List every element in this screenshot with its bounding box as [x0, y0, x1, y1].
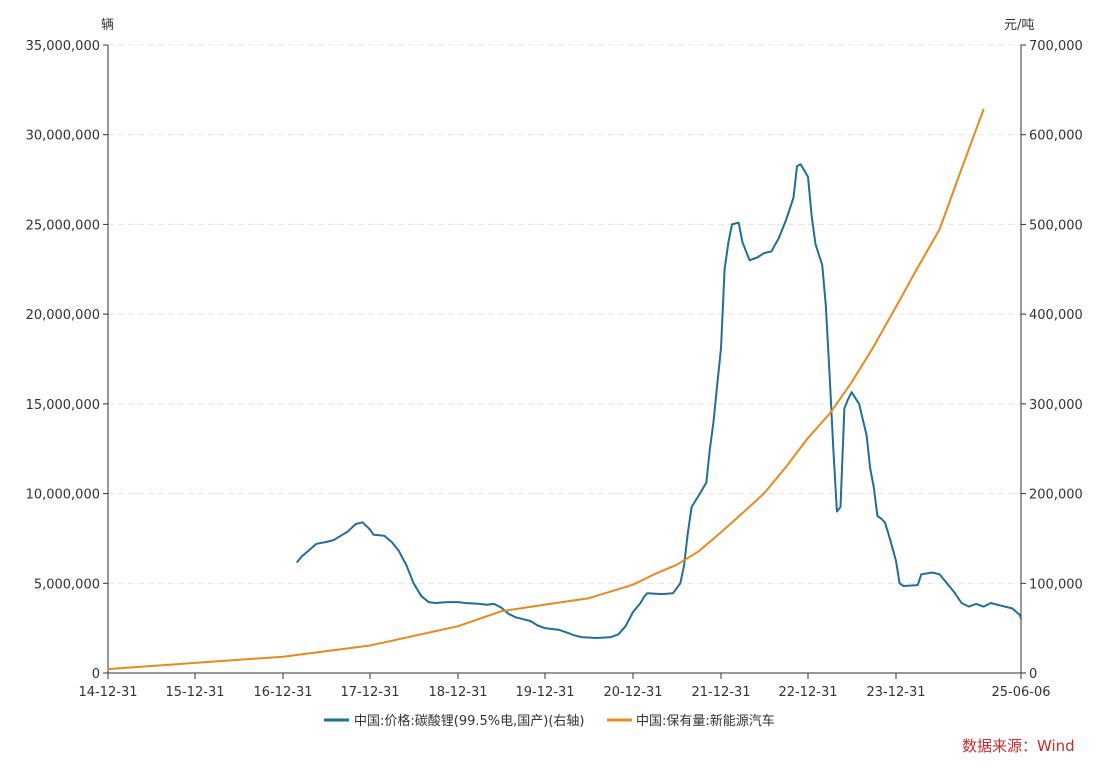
axes: [107, 45, 1022, 674]
series-line-nev-stock: [107, 108, 985, 671]
x-tick-label: 16-12-31: [253, 685, 312, 700]
x-tick-label: 15-12-31: [165, 685, 224, 700]
left-y-tick-label: 5,000,000: [34, 577, 100, 592]
x-tick-label: 17-12-31: [340, 685, 399, 700]
right-y-tick-label: 100,000: [1029, 577, 1083, 592]
right-y-tick-label: 400,000: [1029, 308, 1083, 323]
left-y-tick-label: 30,000,000: [26, 129, 100, 144]
x-tick-label: 20-12-31: [603, 685, 662, 700]
left-y-axis-ticks: 0 5,000,000 10,000,000 15,000,000 20,000,000…: [26, 39, 108, 682]
x-tick-label: 25-06-06: [991, 685, 1050, 700]
legend: 中国:价格:碳酸锂(99.5%电,国产)(右轴) 中国:保有量:新能源汽车: [324, 713, 775, 729]
left-y-tick-label: 0: [92, 667, 100, 682]
x-tick-label: 14-12-31: [78, 685, 137, 700]
right-y-tick-label: 500,000: [1029, 218, 1083, 233]
x-tick-label: 18-12-31: [428, 685, 487, 700]
legend-item-nev-stock[interactable]: 中国:保有量:新能源汽车: [607, 713, 775, 729]
right-y-tick-label: 0: [1029, 667, 1037, 682]
right-y-tick-label: 300,000: [1029, 398, 1083, 413]
right-axis-unit: 元/吨: [1004, 18, 1034, 33]
series-line-lithium-price: [296, 163, 1022, 639]
right-y-axis-ticks: 0 100,000 200,000 300,000 400,000 500,000 600,…: [1021, 39, 1083, 682]
left-y-tick-label: 10,000,000: [26, 488, 100, 503]
left-axis-unit: 辆: [101, 18, 114, 33]
x-tick-label: 19-12-31: [515, 685, 574, 700]
x-tick-label: 23-12-31: [866, 685, 925, 700]
x-tick-label: 21-12-31: [691, 685, 750, 700]
x-axis-ticks: 14-12-31 15-12-31 16-12-31 17-12-31 18-12-31…: [78, 673, 1051, 700]
legend-item-lithium-price[interactable]: 中国:价格:碳酸锂(99.5%电,国产)(右轴): [324, 713, 584, 729]
left-y-tick-label: 20,000,000: [26, 308, 100, 323]
left-y-tick-label: 35,000,000: [26, 39, 100, 54]
legend-label-lithium-price: 中国:价格:碳酸锂(99.5%电,国产)(右轴): [354, 713, 584, 729]
legend-label-nev-stock: 中国:保有量:新能源汽车: [636, 713, 775, 729]
left-y-tick-label: 25,000,000: [26, 218, 100, 233]
grid-lines: [108, 44, 1021, 584]
right-y-tick-label: 200,000: [1029, 488, 1083, 503]
x-tick-label: 22-12-31: [778, 685, 837, 700]
data-source-label: 数据来源：Wind: [962, 737, 1075, 755]
right-y-tick-label: 700,000: [1029, 39, 1083, 54]
left-y-tick-label: 15,000,000: [26, 398, 100, 413]
series-lines: [107, 108, 1022, 671]
right-y-tick-label: 600,000: [1029, 129, 1083, 144]
